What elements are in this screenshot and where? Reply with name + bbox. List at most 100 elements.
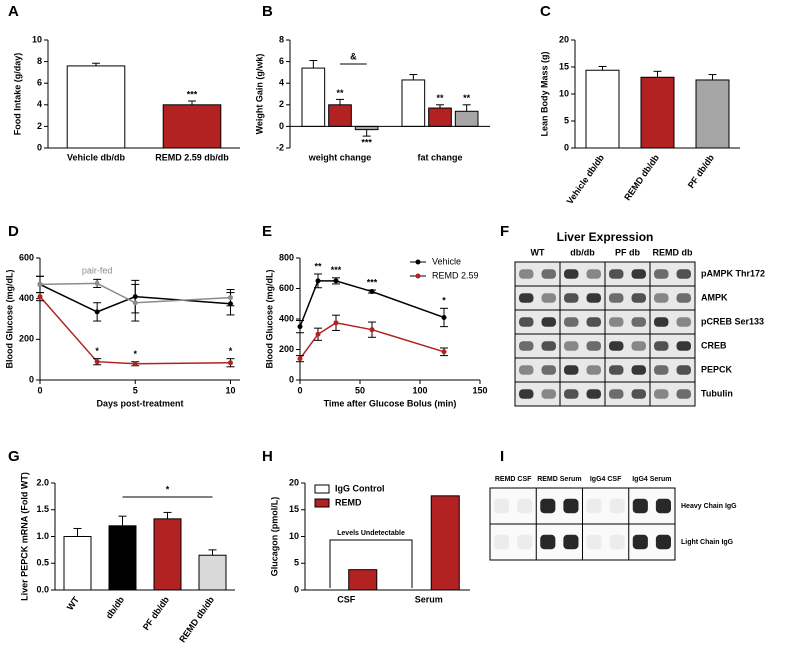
blot-band: [654, 341, 669, 351]
y-tick-label: 2.0: [36, 477, 49, 487]
y-tick-label: 400: [279, 313, 294, 323]
x-tick-label: WT: [65, 594, 82, 612]
bracket-label: *: [166, 484, 170, 494]
x-tick-label: 0: [297, 385, 302, 395]
bar: [454, 110, 479, 127]
band-label: AMPK: [701, 292, 728, 302]
point: [94, 359, 100, 365]
y-tick-label: 0: [279, 121, 284, 131]
blot-title: Liver Expression: [557, 230, 654, 244]
panel-letter: F: [500, 223, 509, 240]
point: [132, 361, 138, 367]
bar: [348, 569, 378, 591]
legend-label: REMD: [335, 497, 362, 507]
y-tick-label: 0.5: [36, 558, 49, 568]
y-axis-label: Liver PEPCK mRNA (Fold WT): [19, 472, 29, 601]
x-tick-label: REMD 2.59 db/db: [155, 152, 229, 162]
panel-letter: I: [500, 448, 504, 465]
blot-band: [563, 498, 579, 514]
blot-band: [586, 269, 601, 279]
bar: [328, 104, 352, 127]
blot-band: [609, 293, 624, 303]
y-tick-label: -2: [276, 142, 284, 152]
point: [369, 327, 375, 333]
point: [315, 331, 321, 337]
blot-band: [541, 389, 556, 399]
y-tick-label: 2: [37, 121, 42, 131]
blot-band: [494, 534, 510, 550]
point: [297, 324, 303, 330]
x-tick-label: 0: [37, 385, 42, 395]
blot-band: [609, 389, 624, 399]
blot-band: [609, 498, 625, 514]
bar: [153, 518, 182, 591]
blot-band: [631, 365, 646, 375]
blot-band: [564, 269, 579, 279]
point: [94, 280, 100, 286]
lane-label: db/db: [570, 247, 595, 257]
point: [132, 300, 138, 306]
blot-band: [564, 365, 579, 375]
panel-letter: A: [8, 3, 19, 20]
y-tick-label: 10: [32, 34, 42, 44]
blot-band: [654, 389, 669, 399]
y-tick-label: 2: [279, 99, 284, 109]
y-tick-label: 20: [559, 34, 569, 44]
y-tick-label: 800: [279, 252, 294, 262]
blot-band: [676, 389, 691, 399]
bar: [301, 67, 326, 127]
y-tick-label: 8: [37, 56, 42, 66]
band-label: Heavy Chain IgG: [681, 503, 737, 510]
band-label: PEPCK: [701, 364, 733, 374]
point: [227, 360, 233, 366]
panel-letter: G: [8, 448, 20, 465]
point: [297, 356, 303, 362]
blot-band: [517, 498, 533, 514]
x-tick-label: 100: [412, 385, 427, 395]
x-tick-label: weight change: [308, 152, 372, 162]
significance-label: **: [436, 93, 444, 103]
y-tick-label: 10: [559, 88, 569, 98]
point: [227, 295, 233, 301]
blot-band: [631, 317, 646, 327]
y-tick-label: 8: [279, 34, 284, 44]
significance-label: ***: [331, 265, 342, 275]
blot-band: [609, 341, 624, 351]
y-tick-label: 0: [29, 374, 34, 384]
x-axis-label: Time after Glucose Bolus (min): [324, 398, 457, 408]
blot-band: [676, 365, 691, 375]
blot-band: [654, 365, 669, 375]
band-label: Tubulin: [701, 388, 733, 398]
y-tick-label: 15: [289, 504, 299, 514]
blot-band: [609, 269, 624, 279]
series-label: pair-fed: [82, 266, 113, 276]
blot-band: [676, 293, 691, 303]
blot-band: [519, 293, 534, 303]
y-tick-label: 1.5: [36, 504, 49, 514]
blot-band: [540, 534, 556, 550]
bar: [108, 525, 137, 591]
y-tick-label: 5: [564, 115, 569, 125]
x-tick-label: 150: [472, 385, 487, 395]
bracket-label: &: [350, 51, 357, 61]
blot-band: [586, 317, 601, 327]
panel-letter: E: [262, 223, 272, 240]
significance-label: ***: [187, 89, 198, 99]
blot-band: [631, 293, 646, 303]
x-tick-label: 5: [133, 385, 138, 395]
blot-band: [676, 269, 691, 279]
bar: [63, 536, 92, 591]
blot-band: [586, 498, 602, 514]
y-tick-label: 0: [289, 374, 294, 384]
blot-band: [676, 341, 691, 351]
blot-band: [517, 534, 533, 550]
bar: [401, 79, 426, 127]
blot-band: [564, 293, 579, 303]
point: [37, 281, 43, 287]
blot-band: [654, 317, 669, 327]
blot-band: [631, 389, 646, 399]
bar: [198, 554, 227, 591]
series-line: [39, 282, 231, 304]
blot-band: [632, 534, 648, 550]
blot-band: [519, 389, 534, 399]
